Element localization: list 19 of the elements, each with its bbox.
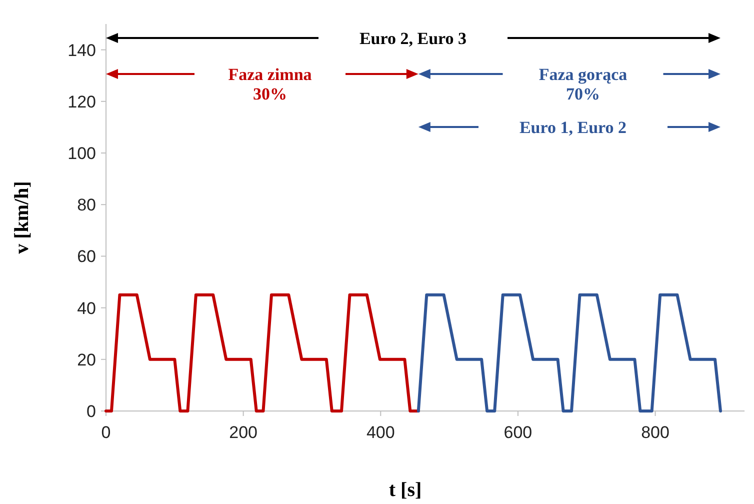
y-tick-label: 40 xyxy=(77,298,96,318)
x-axis-title: t [s] xyxy=(388,479,422,501)
x-tick-label: 800 xyxy=(641,423,670,442)
annotation: Faza gorąca 70% xyxy=(538,64,628,104)
x-tick-label: 200 xyxy=(229,423,258,442)
y-tick-label: 100 xyxy=(68,144,96,163)
annotation: Euro 2, Euro 3 xyxy=(359,28,467,48)
y-tick-label: 80 xyxy=(77,196,96,215)
y-tick-label: 120 xyxy=(68,92,96,112)
x-tick-label: 600 xyxy=(504,423,532,442)
y-tick-label: 140 xyxy=(68,40,96,60)
annotation: Faza zimna 30% xyxy=(228,64,312,104)
y-axis-title: v [km/h] xyxy=(11,181,33,254)
x-tick-label: 400 xyxy=(366,423,395,442)
y-tick-label: 20 xyxy=(77,350,96,370)
annotation: Euro 1, Euro 2 xyxy=(519,118,627,137)
x-tick-label: 0 xyxy=(101,423,111,442)
y-tick-label: 60 xyxy=(77,247,96,266)
y-tick-label: 0 xyxy=(86,402,96,421)
